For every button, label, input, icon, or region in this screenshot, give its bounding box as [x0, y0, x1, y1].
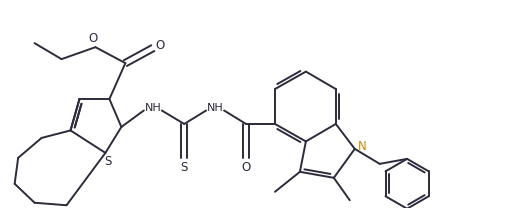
Text: S: S — [104, 155, 112, 168]
Text: O: O — [88, 32, 98, 45]
Text: NH: NH — [144, 103, 161, 113]
Text: N: N — [358, 140, 366, 153]
Text: S: S — [181, 161, 188, 174]
Text: NH: NH — [207, 103, 224, 113]
Text: O: O — [242, 161, 250, 174]
Text: O: O — [155, 39, 165, 52]
